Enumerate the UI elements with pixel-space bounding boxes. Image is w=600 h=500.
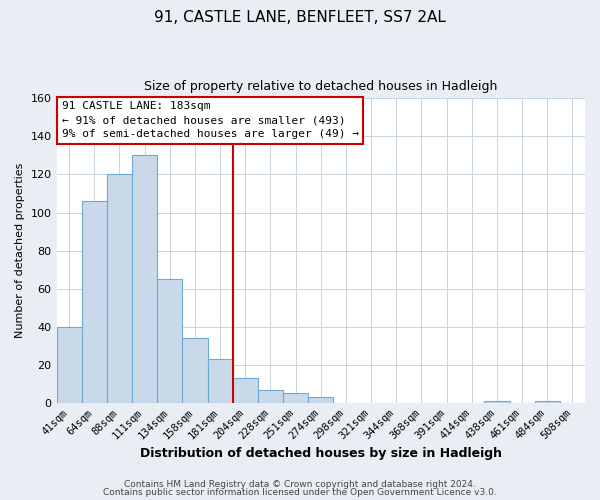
Bar <box>535 401 560 403</box>
Bar <box>157 279 182 403</box>
Bar <box>233 378 258 403</box>
Bar <box>484 401 509 403</box>
Y-axis label: Number of detached properties: Number of detached properties <box>15 163 25 338</box>
Text: 91, CASTLE LANE, BENFLEET, SS7 2AL: 91, CASTLE LANE, BENFLEET, SS7 2AL <box>154 10 446 25</box>
Bar <box>182 338 208 403</box>
Bar <box>56 327 82 403</box>
Bar <box>208 359 233 403</box>
Bar <box>107 174 132 403</box>
Bar <box>308 398 334 403</box>
Bar <box>132 156 157 403</box>
X-axis label: Distribution of detached houses by size in Hadleigh: Distribution of detached houses by size … <box>140 447 502 460</box>
Bar <box>82 201 107 403</box>
Bar <box>283 394 308 403</box>
Text: 91 CASTLE LANE: 183sqm
← 91% of detached houses are smaller (493)
9% of semi-det: 91 CASTLE LANE: 183sqm ← 91% of detached… <box>62 102 359 140</box>
Text: Contains public sector information licensed under the Open Government Licence v3: Contains public sector information licen… <box>103 488 497 497</box>
Bar <box>258 390 283 403</box>
Title: Size of property relative to detached houses in Hadleigh: Size of property relative to detached ho… <box>144 80 497 93</box>
Text: Contains HM Land Registry data © Crown copyright and database right 2024.: Contains HM Land Registry data © Crown c… <box>124 480 476 489</box>
